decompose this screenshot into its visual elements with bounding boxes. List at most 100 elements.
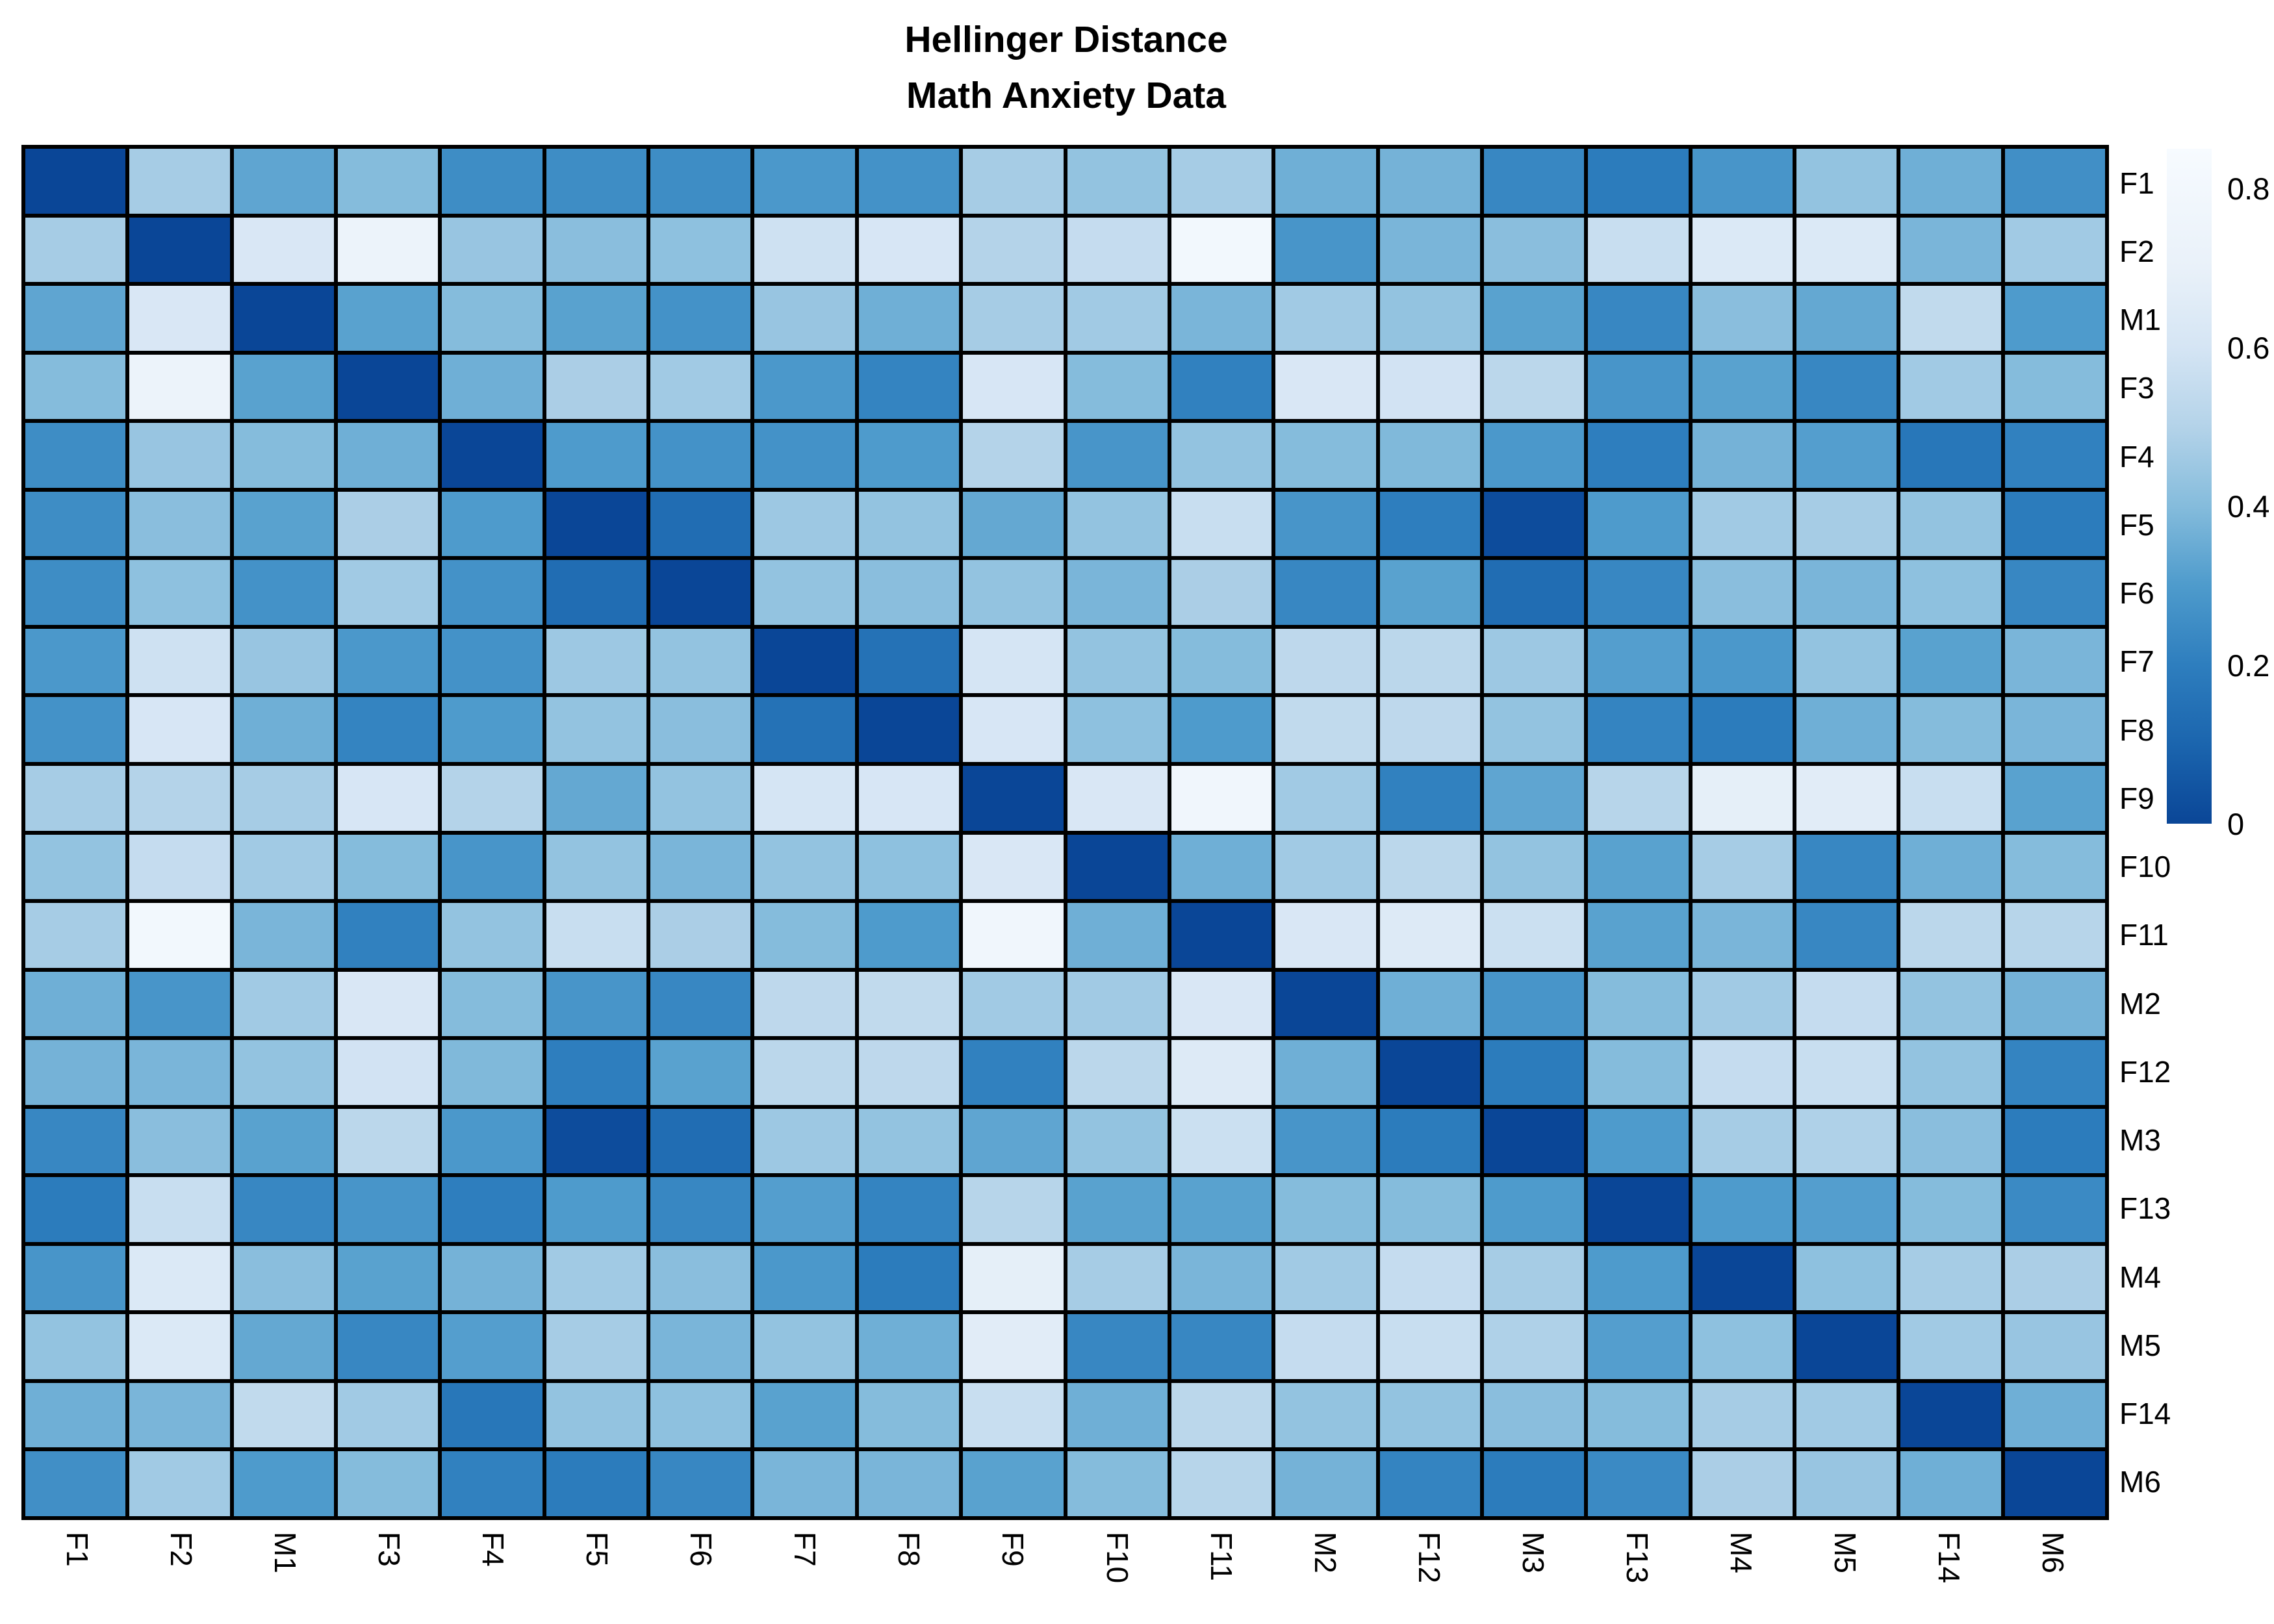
- heatmap-cell: [1275, 1451, 1376, 1516]
- heatmap-cell: [1692, 286, 1793, 351]
- heatmap-cell: [442, 1451, 543, 1516]
- heatmap-cell: [1900, 423, 2001, 488]
- heatmap-cell: [233, 834, 335, 900]
- row-label: F9: [2119, 781, 2154, 815]
- heatmap-cell: [1900, 149, 2001, 214]
- heatmap-cell: [2004, 1451, 2105, 1516]
- heatmap-cell: [754, 1451, 855, 1516]
- heatmap-cell: [442, 217, 543, 283]
- heatmap-cell: [1483, 1245, 1585, 1311]
- heatmap-cell: [129, 1314, 230, 1379]
- heatmap-cell: [1796, 1382, 1897, 1448]
- color-legend-gradient-bar: [2167, 149, 2212, 824]
- heatmap-cell: [1067, 491, 1168, 557]
- heatmap-cell: [1588, 765, 1689, 831]
- heatmap-cell: [1067, 149, 1168, 214]
- heatmap-cell: [754, 423, 855, 488]
- heatmap-cell: [1483, 1177, 1585, 1242]
- heatmap-cell: [442, 1177, 543, 1242]
- legend-tick-label: 0.6: [2227, 330, 2270, 365]
- col-label: F8: [892, 1532, 926, 1567]
- heatmap-cell: [338, 971, 439, 1037]
- heatmap-cell: [1275, 1040, 1376, 1105]
- heatmap-cell: [442, 1314, 543, 1379]
- heatmap-cell: [1067, 1108, 1168, 1174]
- heatmap-cell: [1483, 1451, 1585, 1516]
- heatmap-cell: [1379, 1382, 1480, 1448]
- heatmap-cell: [858, 1040, 960, 1105]
- col-label: F10: [1100, 1532, 1134, 1584]
- heatmap-cell: [1588, 491, 1689, 557]
- heatmap-cell: [129, 903, 230, 968]
- row-label: F4: [2119, 439, 2154, 474]
- heatmap-cell: [650, 903, 751, 968]
- heatmap-cell: [754, 765, 855, 831]
- heatmap-cell: [25, 903, 126, 968]
- heatmap-cell: [1692, 217, 1793, 283]
- heatmap-cell: [338, 423, 439, 488]
- heatmap-cell: [1483, 354, 1585, 420]
- heatmap-cell: [338, 217, 439, 283]
- heatmap-cell: [1692, 354, 1793, 420]
- heatmap-cell: [546, 560, 647, 625]
- heatmap-cell: [1067, 834, 1168, 900]
- heatmap-cell: [1171, 286, 1272, 351]
- heatmap-cell: [1067, 1245, 1168, 1311]
- heatmap-cell: [754, 1108, 855, 1174]
- heatmap-cell: [546, 1451, 647, 1516]
- heatmap-cell: [546, 1108, 647, 1174]
- heatmap-cell: [442, 697, 543, 762]
- heatmap-cell: [1900, 560, 2001, 625]
- heatmap-cell: [1900, 834, 2001, 900]
- col-label: F9: [996, 1532, 1030, 1567]
- heatmap-cell: [1067, 903, 1168, 968]
- heatmap-cell: [1379, 1108, 1480, 1174]
- heatmap-cell: [1379, 286, 1480, 351]
- heatmap-cell: [25, 765, 126, 831]
- heatmap-cell: [1483, 491, 1585, 557]
- heatmap-cell: [1796, 903, 1897, 968]
- heatmap-cell: [1588, 971, 1689, 1037]
- heatmap-cell: [442, 1245, 543, 1311]
- heatmap-cell: [2004, 1177, 2105, 1242]
- chart-title-line2: Math Anxiety Data: [906, 75, 1226, 116]
- heatmap-cell: [338, 1177, 439, 1242]
- heatmap-cell: [2004, 217, 2105, 283]
- row-label: M2: [2119, 986, 2161, 1021]
- heatmap-cell: [858, 286, 960, 351]
- heatmap-cell: [650, 971, 751, 1037]
- heatmap-cell: [25, 286, 126, 351]
- heatmap-cell: [2004, 1382, 2105, 1448]
- heatmap-cell: [858, 834, 960, 900]
- heatmap-cell: [129, 628, 230, 694]
- heatmap-cell: [1067, 628, 1168, 694]
- heatmap-cell: [1588, 1108, 1689, 1174]
- heatmap-cell: [546, 765, 647, 831]
- heatmap-cell: [1692, 765, 1793, 831]
- heatmap-cell: [1275, 765, 1376, 831]
- heatmap-cell: [1588, 354, 1689, 420]
- col-label: M3: [1516, 1532, 1550, 1573]
- heatmap-cell: [129, 1451, 230, 1516]
- heatmap-cell: [338, 1108, 439, 1174]
- heatmap-cell: [2004, 834, 2105, 900]
- heatmap-cell: [1171, 903, 1272, 968]
- heatmap-cell: [754, 1040, 855, 1105]
- heatmap-cell: [2004, 423, 2105, 488]
- heatmap-cell: [1379, 628, 1480, 694]
- col-label: F5: [580, 1532, 615, 1567]
- heatmap-cell: [1900, 1040, 2001, 1105]
- heatmap-cell: [650, 149, 751, 214]
- heatmap-cell: [1171, 1245, 1272, 1311]
- legend-tick-label: 0.4: [2227, 489, 2270, 524]
- heatmap-cell: [754, 286, 855, 351]
- heatmap-cell: [1796, 1177, 1897, 1242]
- heatmap-cell: [1796, 1040, 1897, 1105]
- heatmap-cell: [1588, 149, 1689, 214]
- heatmap-cell: [1379, 1040, 1480, 1105]
- heatmap-cell: [1483, 1108, 1585, 1174]
- heatmap-cell: [1275, 354, 1376, 420]
- heatmap-cell: [1900, 765, 2001, 831]
- heatmap-cell: [858, 1314, 960, 1379]
- heatmap-cell: [650, 1177, 751, 1242]
